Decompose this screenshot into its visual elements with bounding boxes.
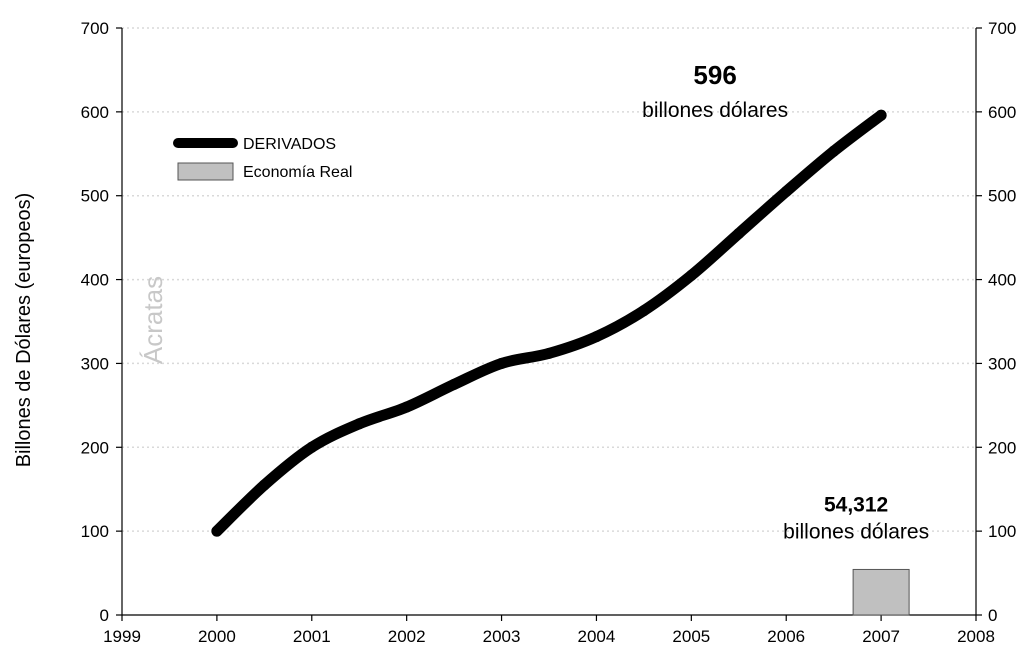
x-axis-ticks: 1999 2000 2001 2002 2003 2004 2005 2006 2007 2008 [103, 615, 995, 646]
y-right-tick-label: 0 [988, 606, 997, 625]
line-point [828, 145, 840, 157]
x-tick-label: 2005 [672, 627, 710, 646]
line-point [638, 305, 650, 317]
y-axis-left-ticks: 0 100 200 300 400 500 600 700 [81, 19, 122, 625]
y-left-tick-label: 300 [81, 354, 109, 373]
y-right-tick-label: 300 [988, 354, 1016, 373]
y-right-tick-label: 400 [988, 271, 1016, 290]
y-axis-label: Billones de Dólares (europeos) [13, 193, 35, 468]
y-axis-right-ticks: 0 100 200 300 400 500 600 700 [976, 19, 1016, 625]
annotation-unit: billones dólares [642, 99, 788, 122]
y-left-tick-label: 400 [81, 271, 109, 290]
line-point [211, 525, 223, 537]
y-left-tick-label: 200 [81, 438, 109, 457]
y-right-tick-label: 600 [988, 103, 1016, 122]
x-tick-label: 2001 [293, 627, 331, 646]
line-point [496, 357, 508, 369]
y-left-tick-label: 100 [81, 522, 109, 541]
legend-label: DERIVADOS [243, 136, 336, 153]
x-tick-label: 1999 [103, 627, 141, 646]
legend: DERIVADOS Economía Real [173, 136, 352, 181]
x-tick-label: 2007 [862, 627, 900, 646]
line-point [543, 347, 555, 359]
line-point [353, 418, 365, 430]
gridlines [122, 27, 976, 532]
x-tick-label: 2006 [767, 627, 805, 646]
annotations: 596 billones dólares 54,312 billones dólare… [642, 60, 929, 543]
axes [121, 28, 977, 616]
bar [852, 568, 910, 616]
y-left-tick-label: 0 [100, 606, 109, 625]
line-point [448, 378, 460, 390]
line-point [590, 331, 602, 343]
bar-series [852, 568, 910, 616]
y-left-tick-label: 700 [81, 19, 109, 38]
line-point [875, 109, 887, 121]
line-series [211, 109, 887, 537]
y-right-tick-label: 100 [988, 522, 1016, 541]
line-point [258, 479, 270, 491]
x-tick-label: 2004 [578, 627, 616, 646]
line-point [780, 186, 792, 198]
x-tick-label: 2003 [483, 627, 521, 646]
annotation-value: 54,312 [824, 493, 888, 516]
y-left-tick-label: 500 [81, 187, 109, 206]
x-tick-label: 2008 [957, 627, 995, 646]
line-point [685, 269, 697, 281]
y-right-tick-label: 700 [988, 19, 1016, 38]
x-tick-label: 2000 [198, 627, 236, 646]
x-tick-label: 2002 [388, 627, 426, 646]
y-left-tick-label: 600 [81, 103, 109, 122]
watermark-text: Ácratas [138, 276, 168, 364]
legend-swatch [177, 162, 234, 181]
line-point [733, 227, 745, 239]
annotation-value: 596 [693, 60, 736, 90]
line-point [306, 441, 318, 453]
y-right-tick-label: 500 [988, 187, 1016, 206]
y-right-tick-label: 200 [988, 438, 1016, 457]
annotation-unit: billones dólares [783, 520, 929, 543]
legend-label: Economía Real [243, 164, 352, 181]
line-point [401, 401, 413, 413]
